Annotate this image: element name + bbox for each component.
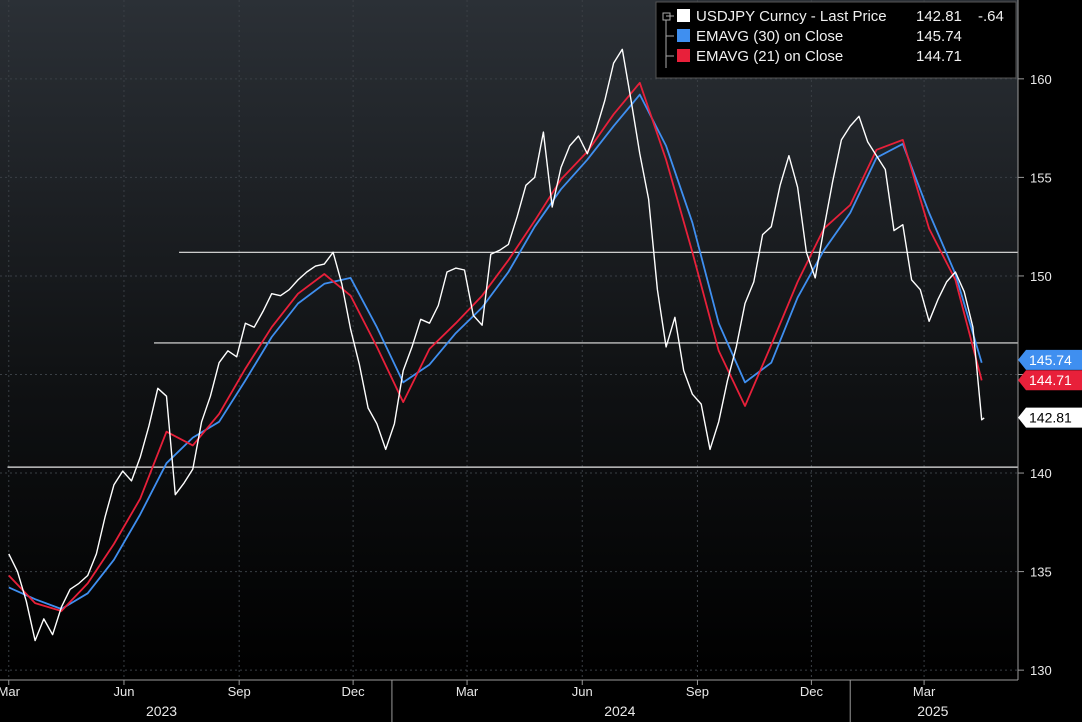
legend-box xyxy=(655,1,1017,79)
legend-swatch-0 xyxy=(677,9,690,22)
x-month-label-0: Mar xyxy=(0,684,21,699)
x-year-label-2024: 2024 xyxy=(604,703,635,719)
legend-label-0: USDJPY Curncy - Last Price xyxy=(696,8,887,25)
y-tick-label-140: 140 xyxy=(1030,466,1052,481)
legend-value-0: 142.81 xyxy=(916,8,962,25)
legend-change-0: -.64 xyxy=(978,8,1004,25)
legend-label-2: EMAVG (21) on Close xyxy=(696,48,843,65)
y-tick-label-150: 150 xyxy=(1030,269,1052,284)
tag-shape-0 xyxy=(1018,349,1082,370)
x-month-label-6: Sep xyxy=(686,684,709,699)
x-month-label-2: Sep xyxy=(228,684,251,699)
last-value-tag-1: 144.71 xyxy=(1018,370,1082,391)
last-value-tag-0: 145.74 xyxy=(1018,349,1082,370)
last-value-tags: 145.74 144.71 142.81 xyxy=(1018,349,1082,428)
legend-value-1: 145.74 xyxy=(916,28,962,45)
plot-background xyxy=(0,0,1018,680)
legend-label-1: EMAVG (30) on Close xyxy=(696,28,843,45)
legend-swatch-2 xyxy=(677,49,690,62)
tag-shape-1 xyxy=(1018,370,1082,391)
last-value-tag-2: 142.81 xyxy=(1018,407,1082,428)
x-year-label-2023: 2023 xyxy=(146,703,177,719)
y-tick-label-160: 160 xyxy=(1030,72,1052,87)
y-tick-label-135: 135 xyxy=(1030,565,1052,580)
y-tick-label-155: 155 xyxy=(1030,170,1052,185)
x-month-label-7: Dec xyxy=(800,684,824,699)
support-resistance-lines xyxy=(7,251,1018,468)
tag-label-0: 145.74 xyxy=(1029,352,1072,368)
legend-value-2: 144.71 xyxy=(916,48,962,65)
tag-label-1: 144.71 xyxy=(1029,372,1072,388)
x-year-label-2025: 2025 xyxy=(917,703,948,719)
ema30-line xyxy=(8,93,983,610)
x-axis: Mar Jun Sep Dec Mar Jun Sep Dec Mar 2023 2024 2025 xyxy=(0,680,949,722)
price-line xyxy=(8,48,985,642)
x-month-label-8: Mar xyxy=(913,684,936,699)
legend: USDJPY Curncy - Last Price 142.81 -.64 EMAV… xyxy=(655,1,1017,79)
tag-shape-2 xyxy=(1018,407,1082,428)
x-month-label-5: Jun xyxy=(572,684,593,699)
x-month-label-3: Dec xyxy=(342,684,366,699)
y-tick-label-130: 130 xyxy=(1030,663,1052,678)
tag-label-2: 142.81 xyxy=(1029,410,1072,426)
x-month-label-1: Jun xyxy=(113,684,134,699)
series-layer xyxy=(8,48,985,642)
x-month-label-4: Mar xyxy=(456,684,479,699)
legend-swatch-1 xyxy=(677,29,690,42)
ema21-line xyxy=(8,81,983,612)
